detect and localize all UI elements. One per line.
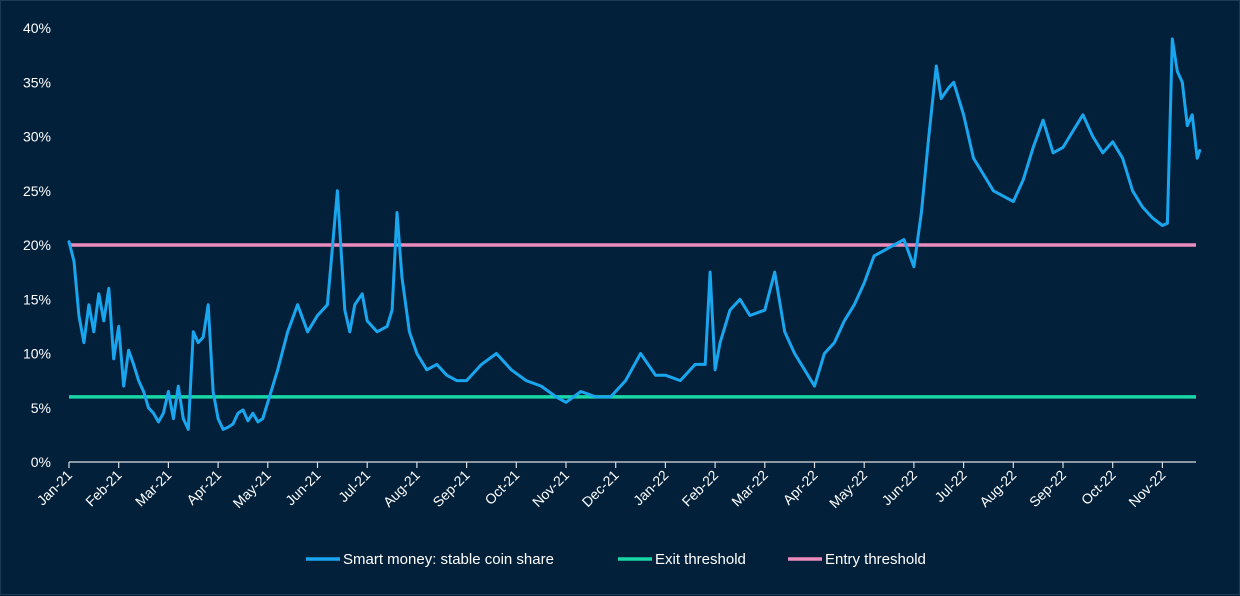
x-tick-label: Jun-22: [878, 467, 920, 509]
x-tick-label: Sep-21: [429, 467, 472, 510]
x-tick-label: Mar-21: [132, 467, 175, 510]
legend-label: Smart money: stable coin share: [343, 551, 554, 568]
x-tick-label: Dec-21: [579, 467, 622, 510]
x-tick-label: Jan-22: [630, 467, 672, 509]
x-tick-label: Oct-22: [1078, 467, 1119, 508]
stable-coin-share-line: [67, 37, 1202, 431]
y-tick-label: 5%: [31, 400, 51, 416]
legend-label: Exit threshold: [655, 551, 746, 568]
y-tick-label: 25%: [23, 183, 51, 199]
x-tick-label: Jan-21: [34, 467, 76, 509]
y-tick-label: 30%: [23, 129, 51, 145]
x-axis: Jan-21 Feb-21 Mar-21 Apr-21 May-21 Jun-21 Jul-…: [34, 461, 1196, 511]
x-tick-label: Aug-22: [976, 467, 1019, 510]
y-tick-label: 10%: [23, 346, 51, 362]
x-tick-label: Oct-21: [481, 467, 522, 508]
x-tick-label: Sep-22: [1026, 467, 1069, 510]
x-tick-label: Jul-22: [931, 467, 969, 505]
y-tick-label: 35%: [23, 74, 51, 90]
x-tick-label: May-22: [826, 467, 870, 511]
legend-label: Entry threshold: [825, 551, 926, 568]
x-tick-label: Mar-22: [728, 467, 771, 510]
x-tick-label: Nov-22: [1125, 467, 1168, 510]
x-tick-label: Apr-21: [183, 467, 224, 508]
legend: Smart money: stable coin share Exit thres…: [306, 551, 926, 568]
x-tick-label: Aug-21: [380, 467, 423, 510]
x-tick-label: May-21: [230, 467, 274, 511]
y-axis: 0% 5% 10% 15% 20% 25% 30% 35% 40%: [23, 20, 51, 470]
plot-area: [67, 37, 1202, 431]
x-tick-label: Feb-21: [82, 467, 125, 510]
x-tick-label: Jul-21: [335, 467, 373, 505]
x-tick-label: Apr-22: [780, 467, 821, 508]
x-tick-label: Nov-21: [529, 467, 572, 510]
y-tick-label: 15%: [23, 291, 51, 307]
x-tick-label: Jun-21: [282, 467, 324, 509]
y-tick-label: 40%: [23, 20, 51, 36]
y-tick-label: 20%: [23, 237, 51, 253]
y-tick-label: 0%: [31, 454, 51, 470]
x-tick-label: Feb-22: [679, 467, 722, 510]
